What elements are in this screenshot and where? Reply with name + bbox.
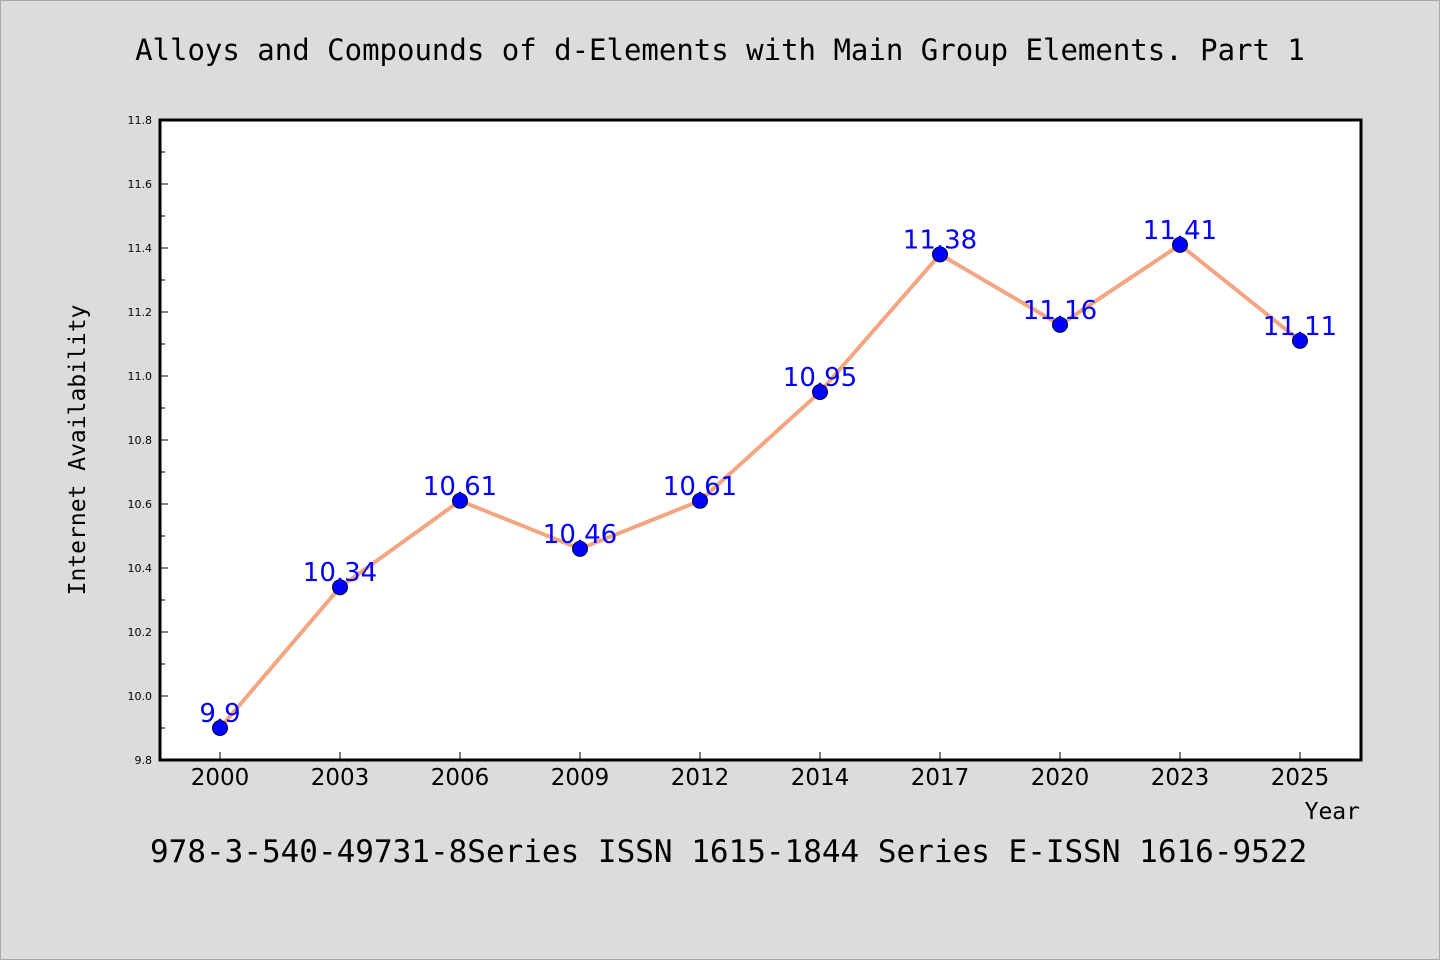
- data-label: 11.16: [1023, 296, 1097, 326]
- data-point: [572, 540, 588, 557]
- data-markers: [212, 236, 1308, 736]
- y-tick-label: 11.8: [128, 114, 153, 127]
- x-tick-label: 2020: [1031, 765, 1090, 791]
- data-labels: 9.9 10.34 10.61 10.46 10.61 10.95 11.38 11.16 11…: [199, 216, 1337, 729]
- data-point: [1052, 316, 1068, 333]
- x-tick-label: 2009: [551, 765, 610, 791]
- x-tick-label: 2006: [431, 765, 490, 791]
- data-label: 10.61: [663, 472, 737, 502]
- plot-area: [158, 118, 1363, 762]
- y-tick-label: 9.8: [135, 754, 153, 767]
- data-point: [932, 246, 948, 263]
- x-tick-label: 2000: [191, 765, 250, 791]
- y-tick-label: 10.0: [128, 690, 153, 703]
- x-tick-label: 2003: [311, 765, 370, 791]
- data-label: 10.95: [783, 363, 857, 393]
- data-label: 9.9: [199, 699, 240, 729]
- footer-text: 978-3-540-49731-8Series ISSN 1615-1844 S…: [150, 834, 1308, 870]
- data-point: [452, 492, 468, 509]
- x-tick-label: 2017: [911, 765, 970, 791]
- data-label: 10.46: [543, 520, 617, 550]
- y-tick-label: 11.6: [128, 178, 153, 191]
- y-axis-ticks: 9.8 10.0 10.2 10.4 10.6 10.8 11.0 11.2 11.4 11.6 1…: [128, 114, 168, 767]
- data-point: [212, 720, 228, 736]
- y-tick-label: 10.8: [128, 434, 153, 447]
- x-tick-label: 2025: [1271, 765, 1330, 791]
- data-label: 11.11: [1263, 312, 1337, 342]
- data-point: [1292, 332, 1308, 349]
- x-tick-label: 2012: [671, 765, 730, 791]
- chart-title: Alloys and Compounds of d-Elements with …: [135, 33, 1305, 67]
- x-axis-label: Year: [1305, 799, 1360, 825]
- x-axis-ticks: 2000 2003 2006 2009 2012 2014 2017 2020 2023 2025: [191, 752, 1330, 791]
- y-tick-label: 11.2: [128, 306, 153, 319]
- y-tick-label: 11.4: [128, 242, 153, 255]
- series-line: [218, 242, 1302, 730]
- data-point: [812, 384, 828, 400]
- y-tick-label: 10.4: [128, 562, 153, 575]
- data-point: [332, 579, 348, 596]
- data-label: 10.34: [303, 558, 377, 588]
- data-point: [692, 492, 708, 509]
- y-tick-label: 11.0: [128, 370, 153, 383]
- data-point: [1172, 236, 1188, 253]
- data-label: 11.38: [903, 225, 977, 255]
- x-tick-label: 2023: [1151, 765, 1210, 791]
- y-axis-label: Internet Availability: [65, 305, 91, 596]
- data-label: 10.61: [423, 472, 497, 502]
- data-label: 11.41: [1143, 216, 1217, 246]
- x-tick-label: 2014: [791, 765, 850, 791]
- y-tick-label: 10.6: [128, 498, 153, 511]
- y-tick-label: 10.2: [128, 626, 153, 639]
